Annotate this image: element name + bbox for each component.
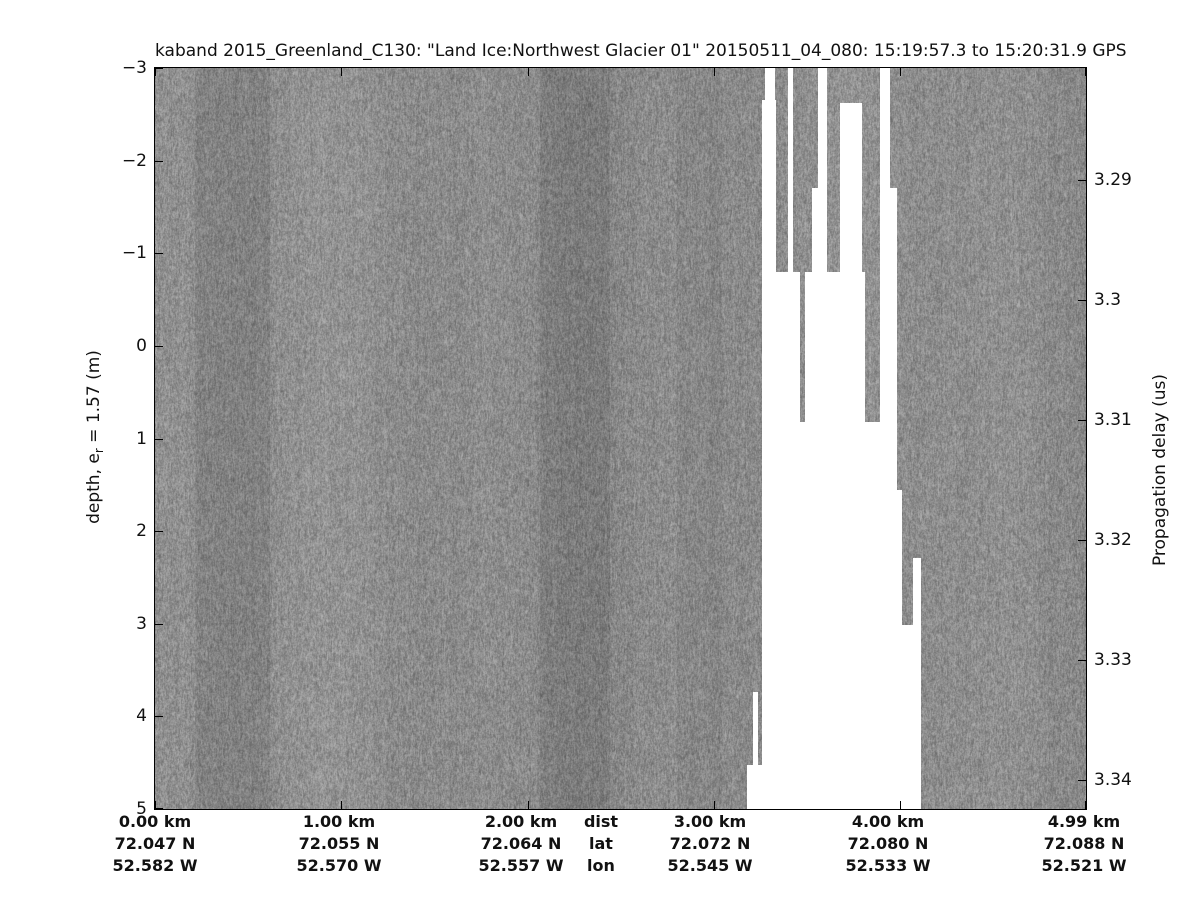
dark-band (195, 68, 270, 809)
distance-value: 1.00 km (297, 811, 382, 833)
left-tick-mark (155, 808, 163, 809)
left-tick-mark (155, 161, 163, 162)
missing-data-gap (762, 625, 913, 680)
longitude-value: 52.545 W (668, 855, 753, 877)
right-tick-mark (1078, 300, 1086, 301)
left-tick-label: −3 (87, 58, 147, 78)
missing-data-gap (776, 272, 800, 422)
distance-value: dist (584, 811, 618, 833)
echogram-plot (154, 67, 1087, 810)
distance-value: 2.00 km (479, 811, 564, 833)
left-tick-label: 4 (87, 706, 147, 726)
missing-data-gap (812, 188, 818, 272)
right-axis-label: Propagation delay (us) (1150, 374, 1170, 566)
longitude-value: 52.582 W (113, 855, 198, 877)
longitude-value: 52.533 W (846, 855, 931, 877)
left-tick-label: 1 (87, 429, 147, 449)
right-tick-label: 3.3 (1094, 290, 1121, 310)
missing-data-gap (818, 68, 827, 272)
distance-value: 0.00 km (113, 811, 198, 833)
bottom-label-column: 0.00 km 72.047 N 52.582 W (113, 811, 198, 877)
left-tick-mark (155, 439, 163, 440)
right-tick-label: 3.32 (1094, 530, 1132, 550)
top-tick-mark (341, 68, 342, 76)
distance-value: 3.00 km (668, 811, 753, 833)
right-tick-mark (1078, 780, 1086, 781)
latitude-value: 72.080 N (846, 833, 931, 855)
right-tick-mark (1078, 420, 1086, 421)
right-tick-mark (1078, 660, 1086, 661)
missing-data-gap (913, 558, 921, 680)
top-tick-mark (528, 68, 529, 76)
figure: kaband 2015_Greenland_C130: "Land Ice:No… (0, 0, 1200, 900)
longitude-value: 52.570 W (297, 855, 382, 877)
bottom-label-column: 4.00 km 72.080 N 52.533 W (846, 811, 931, 877)
radar-noise-texture (155, 68, 1086, 809)
left-tick-mark (155, 68, 163, 69)
left-axis-label-text: depth, e (84, 453, 104, 524)
bottom-label-column: 3.00 km 72.072 N 52.545 W (668, 811, 753, 877)
left-tick-mark (155, 531, 163, 532)
top-tick-mark (714, 68, 715, 76)
right-tick-label: 3.31 (1094, 410, 1132, 430)
plot-title: kaband 2015_Greenland_C130: "Land Ice:No… (155, 41, 1086, 61)
right-tick-label: 3.29 (1094, 170, 1132, 190)
longitude-value: 52.557 W (479, 855, 564, 877)
echogram-image (155, 68, 1086, 809)
right-tick-mark (1078, 540, 1086, 541)
bottom-tick-mark (1085, 801, 1086, 809)
missing-data-gap (840, 103, 862, 272)
dark-band (677, 68, 722, 809)
latitude-value: 72.088 N (1042, 833, 1127, 855)
bottom-label-column: 2.00 km 72.064 N 52.557 W (479, 811, 564, 877)
missing-data-gap (762, 680, 921, 809)
bottom-tick-mark (714, 801, 715, 809)
latitude-value: 72.072 N (668, 833, 753, 855)
bottom-tick-mark (900, 801, 901, 809)
bottom-label-column: 1.00 km 72.055 N 52.570 W (297, 811, 382, 877)
top-tick-mark (155, 68, 156, 76)
missing-data-gap (747, 765, 762, 809)
left-tick-label: −2 (87, 151, 147, 171)
right-tick-label: 3.34 (1094, 770, 1132, 790)
longitude-value: lon (584, 855, 618, 877)
latitude-value: lat (584, 833, 618, 855)
bottom-tick-mark (155, 801, 156, 809)
latitude-value: 72.064 N (479, 833, 564, 855)
distance-value: 4.99 km (1042, 811, 1127, 833)
missing-data-gap (762, 422, 897, 490)
top-tick-mark (1085, 68, 1086, 76)
latitude-value: 72.055 N (297, 833, 382, 855)
missing-data-gap (880, 68, 890, 190)
bottom-label-column: dist lat lon (584, 811, 618, 877)
left-tick-label: 0 (87, 336, 147, 356)
bottom-label-column: 4.99 km 72.088 N 52.521 W (1042, 811, 1127, 877)
dark-band (540, 68, 610, 809)
missing-data-gap (762, 490, 902, 625)
left-tick-mark (155, 716, 163, 717)
missing-data-gap (753, 692, 758, 765)
left-tick-mark (155, 624, 163, 625)
latitude-value: 72.047 N (113, 833, 198, 855)
missing-data-gap (765, 68, 775, 100)
left-tick-mark (155, 346, 163, 347)
longitude-value: 52.521 W (1042, 855, 1127, 877)
right-tick-label: 3.33 (1094, 650, 1132, 670)
distance-value: 4.00 km (846, 811, 931, 833)
right-tick-mark (1078, 180, 1086, 181)
bottom-tick-mark (341, 801, 342, 809)
top-tick-mark (900, 68, 901, 76)
bottom-tick-mark (528, 801, 529, 809)
missing-data-gap (788, 68, 793, 272)
left-tick-label: −1 (87, 243, 147, 263)
left-tick-label: 3 (87, 614, 147, 634)
left-tick-mark (155, 253, 163, 254)
missing-data-gap (805, 272, 865, 422)
left-tick-label: 2 (87, 521, 147, 541)
